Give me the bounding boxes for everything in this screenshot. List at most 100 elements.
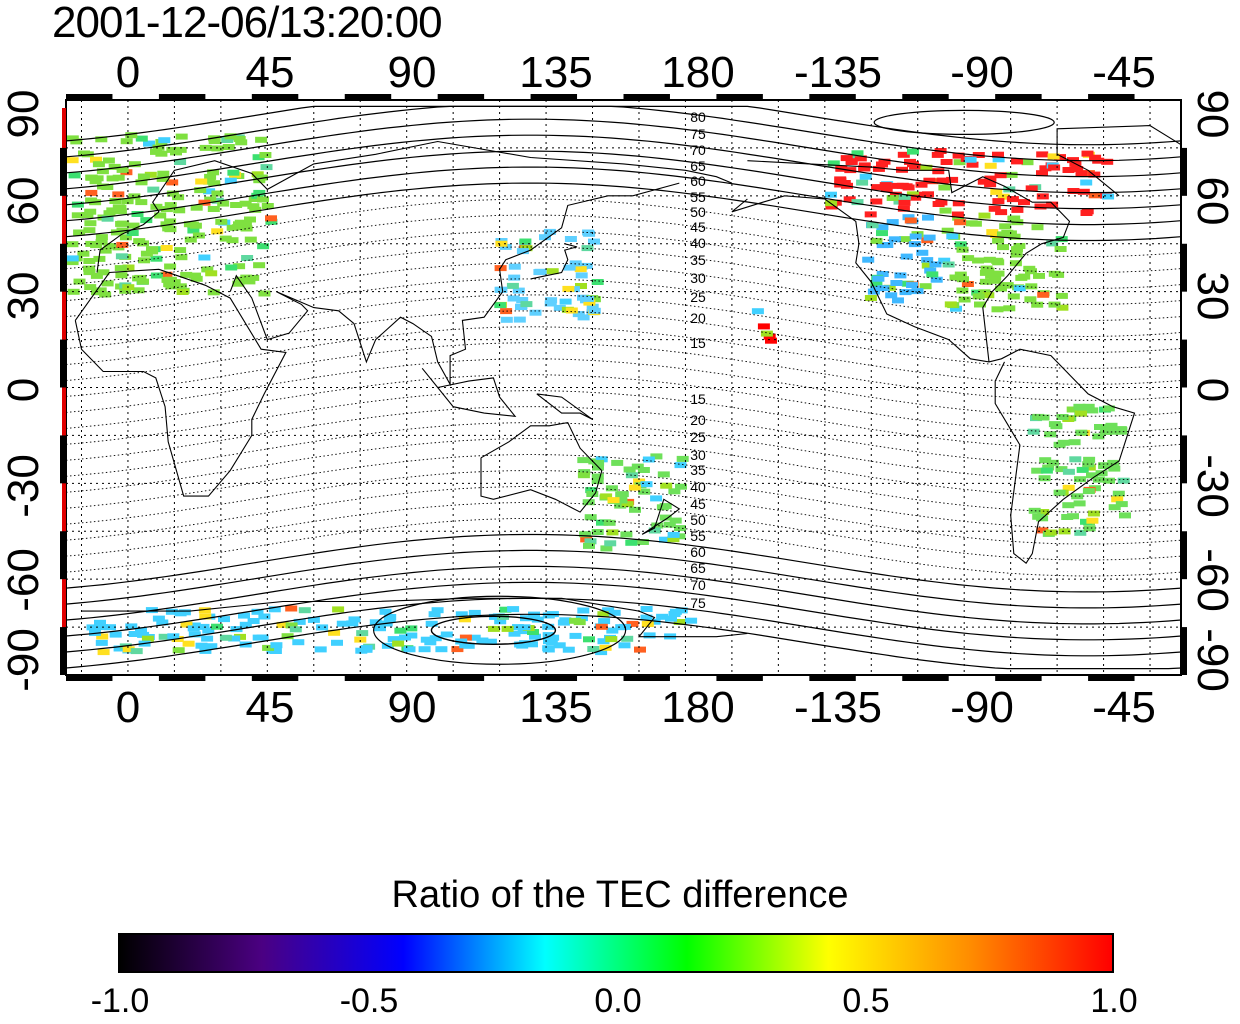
tec-cell-europe — [239, 221, 252, 228]
tec-cell-antarctica — [583, 636, 595, 643]
tec-cell-north-america-west — [872, 275, 885, 282]
tec-cell-australia-nz — [676, 455, 689, 462]
tec-cell-canada-arctic — [984, 162, 997, 169]
axis-band-bottom — [66, 675, 113, 681]
tec-cell-north-america-east — [1048, 270, 1061, 277]
tec-cell-antarctica — [587, 646, 600, 652]
tec-cell-australia-nz — [604, 540, 617, 547]
tec-cell-north-america-west — [899, 236, 912, 243]
tec-cell-australia-nz — [591, 529, 604, 535]
tec-cell-antarctica — [468, 634, 481, 641]
tec-cell-europe — [204, 173, 217, 180]
tec-cell-north-america-west — [862, 256, 875, 263]
tec-cell-canada-arctic — [879, 182, 892, 189]
tec-cell-japan-east-asia — [580, 262, 593, 269]
tec-cell-australia-nz — [637, 467, 650, 473]
tec-cell-antarctica — [575, 615, 588, 622]
tec-cell-antarctica — [569, 617, 582, 624]
tec-cell-canada-arctic — [834, 176, 847, 183]
tec-cell-canada-arctic — [889, 191, 902, 198]
magnetic-contour — [65, 422, 1182, 481]
tec-cell-australia-nz — [667, 536, 680, 543]
contour-label: 50 — [690, 204, 706, 220]
tec-cell-canada-arctic — [988, 205, 1001, 212]
tec-cell-antarctica — [383, 616, 396, 623]
tec-cell-canada-arctic — [1071, 166, 1084, 172]
axis-band-top — [530, 94, 578, 100]
tec-cell-south-america — [1103, 477, 1115, 484]
contour-label-layer: 8075706560555045403530252015152025303540… — [690, 109, 706, 611]
tec-cell-europe — [66, 157, 79, 164]
tec-cell-antarctica — [518, 624, 531, 631]
tec-cell-south-america — [1083, 464, 1096, 471]
tec-cell-antarctica — [685, 617, 698, 624]
tec-cell-antarctica — [174, 610, 187, 617]
tec-cell-japan-east-asia — [495, 240, 508, 247]
tec-cell-antarctica — [122, 646, 135, 653]
tec-cell-japan-east-asia — [591, 279, 604, 285]
tec-cell-europe — [265, 215, 277, 222]
tec-cell-europe — [132, 287, 145, 294]
tec-cell-europe — [253, 189, 266, 196]
tec-cell-australia-nz — [650, 495, 663, 502]
tec-cell-japan-east-asia — [500, 308, 513, 315]
contour-label: 20 — [690, 412, 706, 428]
tick-right: -90 — [1188, 628, 1237, 692]
axis-band-bottom — [1088, 675, 1135, 681]
tec-cell-north-america-east — [1025, 283, 1038, 290]
tec-cell-canada-arctic — [827, 160, 840, 167]
tec-cell-canada-arctic — [984, 175, 997, 182]
tec-cell-north-america-west — [911, 288, 924, 295]
tec-cell-south-america — [1042, 464, 1055, 471]
tec-cell-canada-arctic — [904, 158, 916, 165]
tec-cell-europe — [252, 154, 265, 161]
tec-cell-south-america — [1057, 439, 1070, 446]
tec-cell-antarctica — [354, 636, 367, 643]
tec-cell-australia-nz — [668, 488, 681, 495]
tec-cell-north-america-west — [876, 230, 888, 237]
tec-cell-japan-east-asia — [544, 300, 557, 307]
tec-cell-canada-arctic — [840, 155, 853, 162]
magnetic-contour — [65, 486, 1182, 545]
coastline — [96, 140, 733, 273]
tec-cell-canada-arctic — [922, 191, 934, 198]
tec-cell-canada-arctic — [966, 161, 979, 168]
tec-cell-north-america-east — [1007, 215, 1020, 222]
magnetic-contour — [65, 105, 1182, 146]
tec-cell-canada-arctic — [1088, 171, 1101, 178]
tec-cell-south-america — [1108, 504, 1121, 511]
tec-cell-north-america-east — [1056, 304, 1069, 311]
tec-cell-antarctica — [599, 644, 612, 651]
tick-right: 60 — [1188, 176, 1237, 226]
tec-cell-antarctica — [292, 639, 305, 646]
tec-cell-europe — [110, 229, 123, 236]
tec-cell-antarctica — [95, 639, 108, 646]
axis-band-bottom — [437, 675, 485, 681]
tec-cell-south-america — [1039, 457, 1052, 464]
tec-cell-hawaii — [757, 323, 770, 330]
tec-cell-europe — [115, 253, 128, 260]
axis-band-left — [60, 339, 66, 388]
tec-cell-north-america-west — [888, 236, 901, 243]
tec-cell-north-america-east — [954, 271, 967, 278]
tec-cell-australia-nz — [674, 525, 686, 532]
tec-cell-south-america — [1073, 500, 1086, 507]
tec-cell-europe — [164, 202, 177, 209]
tec-cell-australia-nz — [633, 478, 646, 485]
contour-label: 45 — [690, 219, 706, 235]
tec-cell-europe — [164, 263, 177, 270]
tec-cell-south-america — [1083, 525, 1096, 532]
tec-cell-europe — [158, 137, 171, 144]
tec-cell-australia-nz — [591, 478, 604, 485]
tec-cell-europe — [143, 140, 155, 147]
magnetic-contour — [65, 502, 1182, 561]
tec-cell-europe — [194, 187, 207, 194]
tec-cell-europe — [137, 278, 149, 285]
tec-cell-north-america-east — [979, 278, 992, 285]
colorbar-tick: 0.0 — [594, 982, 642, 1020]
tec-cell-antarctica — [348, 616, 361, 623]
tec-cell-australia-nz — [591, 473, 604, 480]
map-frame — [65, 99, 1182, 676]
tec-cell-antarctica — [251, 608, 264, 615]
magnetic-contour — [65, 470, 1182, 529]
